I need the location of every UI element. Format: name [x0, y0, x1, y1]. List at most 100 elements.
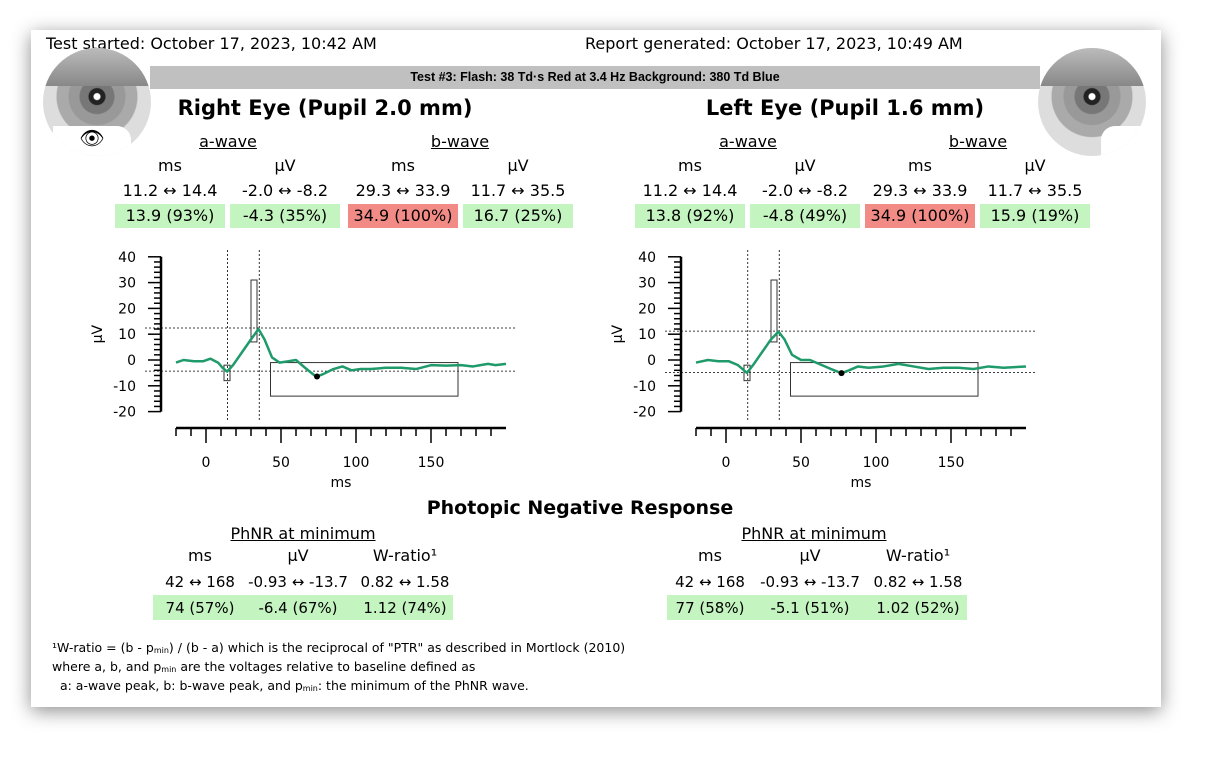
x-tick-label: 0 — [722, 455, 731, 471]
right-phnr-value: 74 (57%) — [165, 599, 235, 617]
x-tick-label: 0 — [202, 455, 211, 471]
x-axis-label: ms — [331, 475, 352, 491]
left-col-unit: µV — [1024, 156, 1046, 175]
left-eye-title: Left Eye (Pupil 1.6 mm) — [705, 96, 985, 120]
right-measured-value: -4.3 (35%) — [230, 204, 340, 228]
footnote-text: a: a-wave peak, b: b-wave peak, and p — [52, 678, 303, 693]
right-phnr-range: 0.82 ↔ 1.58 — [360, 573, 450, 591]
b-wave-window — [250, 279, 258, 343]
right-col-unit: ms — [391, 156, 415, 175]
left-phnr-heading: PhNR at minimum — [741, 524, 887, 543]
right-col-unit: µV — [507, 156, 529, 175]
left-col-unit: µV — [794, 156, 816, 175]
right-phnr-range: -0.93 ↔ -13.7 — [248, 573, 348, 591]
y-tick-label: -20 — [113, 405, 136, 421]
erg-trace — [175, 327, 507, 378]
y-axis-label: µV — [90, 325, 106, 344]
left-measured-value: -4.8 (49%) — [750, 204, 860, 228]
a-wave-window — [743, 364, 751, 382]
left-phnr-col-unit: µV — [799, 546, 821, 565]
left-phnr-range: -0.93 ↔ -13.7 — [760, 573, 860, 591]
footnote: ¹W-ratio = (b - pmin) / (b - a) which is… — [52, 640, 625, 697]
left-normal-range: 29.3 ↔ 33.9 — [872, 181, 968, 200]
footnote-text: : the minimum of the PhNR wave. — [317, 678, 529, 693]
report-generated: Report generated: October 17, 2023, 10:4… — [585, 34, 963, 53]
footnote-text: ) / (b - a) which is the reciprocal of "… — [168, 640, 626, 655]
phnr-min-marker — [838, 370, 845, 377]
y-tick-label: 20 — [118, 301, 136, 317]
right-eye-photo: 👁 — [43, 48, 151, 156]
left-col-unit: ms — [908, 156, 932, 175]
right-normal-range: 11.2 ↔ 14.4 — [122, 181, 218, 200]
right-phnr-values-bg — [153, 595, 453, 620]
right-awave-label: a-wave — [199, 132, 257, 151]
footnote-text: are the voltages relative to baseline de… — [176, 659, 476, 674]
y-tick-label: 20 — [638, 301, 656, 317]
y-tick-label: 40 — [118, 250, 136, 266]
left-phnr-col-unit: W-ratio¹ — [885, 546, 951, 565]
left-col-unit: ms — [678, 156, 702, 175]
left-normal-range: 11.7 ↔ 35.5 — [987, 181, 1083, 200]
right-phnr-col-unit: µV — [287, 546, 309, 565]
right-measured-value: 16.7 (25%) — [463, 204, 573, 228]
left-measured-value: 15.9 (19%) — [980, 204, 1090, 228]
subscript: min — [153, 646, 169, 655]
right-eye-title: Right Eye (Pupil 2.0 mm) — [177, 96, 473, 120]
phnr-window — [790, 362, 979, 397]
y-tick-label: 0 — [127, 353, 136, 369]
left-normal-range: -2.0 ↔ -8.2 — [761, 181, 849, 200]
right-phnr-value: 1.12 (74%) — [363, 599, 447, 617]
phnr-title: Photopic Negative Response — [426, 497, 734, 519]
right-measured-value: 13.9 (93%) — [115, 204, 225, 228]
left-phnr-range: 0.82 ↔ 1.58 — [873, 573, 963, 591]
left-eye-photo — [1038, 48, 1146, 156]
x-tick-label: 50 — [272, 455, 290, 471]
left-measured-value: 34.9 (100%) — [865, 204, 975, 228]
y-tick-label: 30 — [118, 276, 136, 292]
y-tick-label: 0 — [647, 353, 656, 369]
left-bwave-label: b-wave — [948, 132, 1008, 151]
footnote-text: where a, b, and p — [52, 659, 162, 674]
left-awave-label: a-wave — [719, 132, 777, 151]
x-tick-label: 100 — [343, 455, 370, 471]
erg-trace — [695, 330, 1027, 375]
subscript: min — [302, 684, 318, 693]
y-tick-label: 30 — [638, 276, 656, 292]
right-phnr-value: -6.4 (67%) — [258, 599, 338, 617]
right-normal-range: 29.3 ↔ 33.9 — [355, 181, 451, 200]
left-phnr-range: 42 ↔ 168 — [675, 573, 745, 591]
x-tick-label: 150 — [938, 455, 965, 471]
right-col-unit: µV — [274, 156, 296, 175]
b-wave-window — [770, 279, 778, 343]
left-phnr-value: 77 (58%) — [675, 599, 745, 617]
y-tick-label: -10 — [633, 379, 656, 395]
x-tick-label: 150 — [418, 455, 445, 471]
y-tick-label: 10 — [118, 327, 136, 343]
right-col-unit: ms — [158, 156, 182, 175]
right-phnr-col-unit: ms — [188, 546, 212, 565]
y-tick-label: 40 — [638, 250, 656, 266]
y-tick-label: -10 — [113, 379, 136, 395]
right-measured-value: 34.9 (100%) — [348, 204, 458, 228]
right-bwave-label: b-wave — [430, 132, 490, 151]
right-phnr-heading: PhNR at minimum — [230, 524, 376, 543]
right-phnr-range: 42 ↔ 168 — [165, 573, 235, 591]
y-tick-label: 10 — [638, 327, 656, 343]
left-phnr-col-unit: ms — [698, 546, 722, 565]
y-tick-label: -20 — [633, 405, 656, 421]
phnr-min-marker — [314, 373, 320, 380]
left-phnr-values-bg — [667, 595, 967, 620]
left-normal-range: 11.2 ↔ 14.4 — [642, 181, 738, 200]
x-axis-label: ms — [851, 475, 872, 491]
a-wave-window — [223, 364, 231, 382]
eye-icon: 👁 — [53, 126, 131, 156]
left-phnr-value: 1.02 (52%) — [876, 599, 960, 617]
right-normal-range: 11.7 ↔ 35.5 — [470, 181, 566, 200]
subscript: min — [161, 665, 177, 674]
y-axis-label: µV — [610, 325, 626, 344]
footnote-text: ¹W-ratio = (b - p — [52, 640, 154, 655]
left-measured-value: 13.8 (92%) — [635, 204, 745, 228]
x-tick-label: 100 — [863, 455, 890, 471]
